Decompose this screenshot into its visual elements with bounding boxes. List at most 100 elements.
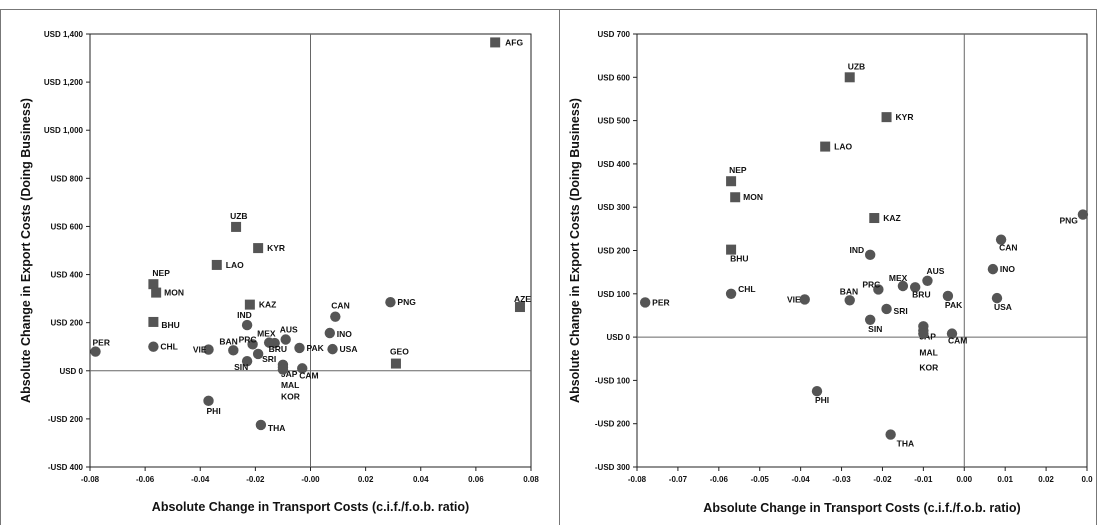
data-label: AUS	[280, 325, 298, 335]
data-label: USA	[994, 302, 1012, 312]
data-point-square	[844, 72, 855, 83]
x-tick-label: -0.02	[873, 475, 892, 484]
y-tick-label: -USD 200	[595, 420, 631, 429]
data-label: PRC	[862, 279, 880, 289]
y-tick-label: USD 0	[59, 367, 83, 376]
data-point-circle	[799, 294, 810, 305]
data-label: NEP	[152, 268, 170, 278]
data-label: IND	[850, 245, 865, 255]
data-label: MON	[164, 288, 184, 298]
data-label: SRI	[262, 354, 276, 364]
data-label: UZB	[848, 61, 865, 71]
data-point-circle	[330, 311, 341, 322]
data-label: KAZ	[883, 213, 900, 223]
data-label: BAN	[840, 286, 858, 296]
data-point-square	[730, 192, 741, 203]
data-point-circle	[1077, 209, 1089, 220]
data-point-circle	[203, 344, 214, 355]
data-point-square	[211, 259, 222, 270]
data-point-circle	[327, 343, 338, 355]
x-tick-label: 0.06	[468, 475, 484, 484]
x-tick-label: -0.05	[751, 475, 770, 484]
data-point-circle	[909, 282, 921, 293]
data-label: PAK	[306, 343, 324, 353]
data-point-circle	[946, 328, 958, 339]
data-label: KYR	[267, 243, 285, 253]
data-label: AUS	[926, 266, 944, 276]
x-tick-label: -0.08	[628, 475, 647, 484]
data-label: VIE	[193, 345, 207, 355]
y-tick-label: -USD 200	[48, 415, 84, 424]
data-label: KYR	[896, 112, 914, 122]
data-point-circle	[885, 429, 896, 440]
chart-frame	[0, 9, 560, 525]
data-label: SIN	[234, 362, 248, 372]
x-tick-label: 0.01	[997, 475, 1013, 484]
x-tick-label: -0.01	[914, 475, 933, 484]
y-tick-label: USD 1,000	[44, 126, 84, 135]
data-label: LAO	[226, 260, 244, 270]
data-point-square	[244, 299, 255, 310]
y-tick-label: USD 300	[598, 203, 631, 212]
data-label: BHU	[161, 320, 179, 330]
y-axis-title: Absolute Change in Export Costs (Doing B…	[19, 98, 33, 403]
y-tick-label: USD 500	[598, 117, 631, 126]
y-tick-label: USD 1,400	[44, 30, 84, 39]
data-label: THA	[897, 439, 914, 449]
data-point-circle	[897, 280, 909, 292]
data-point-circle	[881, 303, 892, 315]
chart-panel-left: -0.08 -0.06 -0.04 -0.02 -0.00 0.02 0.04 0.06 0.0…	[0, 9, 560, 525]
scatter-chart-right: -0.08 -0.07 -0.06 -0.05 -0.04 -0.03 -0.02 -0.01…	[568, 30, 1093, 515]
data-label: PNG	[1059, 216, 1078, 226]
data-label: CAN	[999, 243, 1017, 253]
x-tick-label: 0.08	[523, 475, 539, 484]
data-label: PHI	[815, 395, 829, 405]
data-point-circle	[148, 341, 159, 352]
data-point-circle	[228, 345, 239, 356]
data-label: THA	[268, 423, 285, 433]
data-point-circle	[297, 363, 308, 374]
data-label: CHL	[160, 342, 177, 352]
data-point-circle	[324, 327, 335, 339]
data-point-circle	[725, 288, 737, 299]
data-label: KAZ	[259, 300, 276, 310]
x-axis-title: Absolute Change in Transport Costs (c.i.…	[703, 501, 1020, 515]
data-point-square	[490, 37, 501, 48]
data-point-circle	[203, 395, 214, 407]
x-tick-label: -0.06	[710, 475, 729, 484]
x-tick-label: -0.08	[81, 475, 100, 484]
y-tick-label: USD 200	[51, 319, 84, 328]
data-point-square	[726, 176, 737, 187]
data-point-circle	[269, 337, 280, 349]
data-point-circle	[385, 297, 396, 308]
data-point-circle	[247, 339, 258, 350]
y-tick-label: USD 200	[598, 247, 631, 256]
data-point-circle	[873, 284, 884, 295]
data-label: INO	[337, 329, 353, 339]
data-point-circle	[811, 386, 823, 397]
data-label: KOR	[919, 363, 938, 373]
x-tick-label: -0.04	[191, 475, 210, 484]
data-label: BRU	[912, 289, 930, 299]
data-point-circle	[639, 297, 651, 308]
data-label: PRC	[239, 334, 257, 344]
y-tick-label: USD 700	[598, 30, 631, 39]
x-tick-label: 0.0	[1081, 475, 1093, 484]
y-tick-label: USD 0	[606, 333, 630, 342]
data-label: CHL	[738, 284, 755, 294]
y-tick-label: USD 600	[598, 73, 631, 82]
y-tick-label: USD 100	[598, 290, 631, 299]
data-label: AZE	[514, 294, 531, 304]
data-point-circle	[280, 334, 291, 345]
data-point-circle	[995, 234, 1007, 245]
data-label: BAN	[219, 336, 237, 346]
data-label: AFG	[505, 37, 523, 47]
data-point-square	[820, 141, 831, 152]
data-label: SRI	[894, 306, 908, 316]
data-label: USA	[340, 344, 358, 354]
data-point-square	[390, 358, 401, 369]
data-point-circle	[252, 348, 264, 360]
x-tick-label: 0.04	[413, 475, 429, 484]
data-label: VIE	[787, 294, 801, 304]
x-axis-title: Absolute Change in Transport Costs (c.i.…	[152, 500, 469, 514]
